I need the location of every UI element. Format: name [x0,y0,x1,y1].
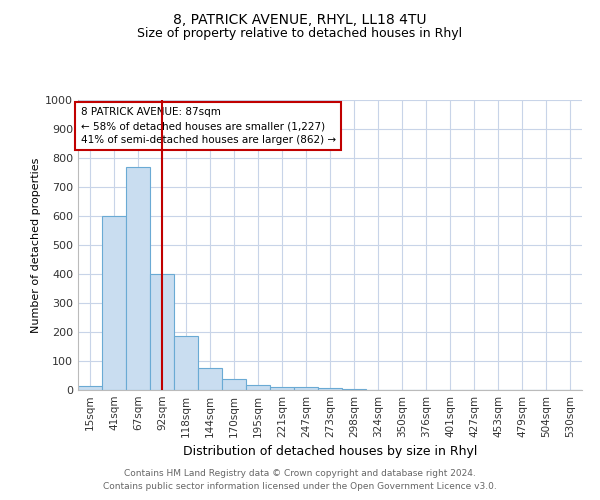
Bar [294,386,318,390]
Bar [198,368,222,390]
Bar [246,385,270,390]
Bar [102,216,126,390]
Bar [270,386,294,390]
X-axis label: Distribution of detached houses by size in Rhyl: Distribution of detached houses by size … [183,446,477,458]
Text: Contains HM Land Registry data © Crown copyright and database right 2024.: Contains HM Land Registry data © Crown c… [124,468,476,477]
Text: Size of property relative to detached houses in Rhyl: Size of property relative to detached ho… [137,28,463,40]
Text: 8, PATRICK AVENUE, RHYL, LL18 4TU: 8, PATRICK AVENUE, RHYL, LL18 4TU [173,12,427,26]
Text: Contains public sector information licensed under the Open Government Licence v3: Contains public sector information licen… [103,482,497,491]
Bar [318,388,342,390]
Bar [150,274,174,390]
Y-axis label: Number of detached properties: Number of detached properties [31,158,41,332]
Bar [342,388,366,390]
Text: 8 PATRICK AVENUE: 87sqm
← 58% of detached houses are smaller (1,227)
41% of semi: 8 PATRICK AVENUE: 87sqm ← 58% of detache… [80,108,335,146]
Bar [126,166,150,390]
Bar [222,379,246,390]
Bar [174,336,198,390]
Bar [78,386,102,390]
